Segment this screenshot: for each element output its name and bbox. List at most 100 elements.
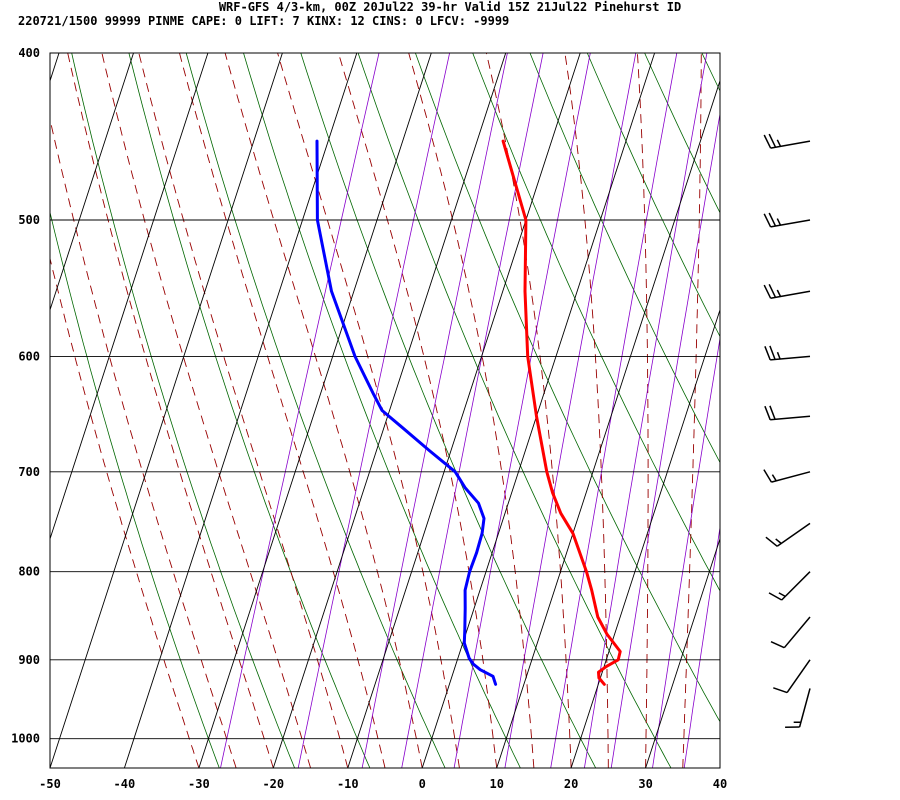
wind-barb-flag [768,283,777,298]
temperature-tick-label: -30 [188,777,210,791]
pressure-tick-label: 500 [18,213,40,227]
dry-adiabat [128,53,371,768]
moist-adiabat [408,53,535,768]
isotherm [570,309,721,769]
moist-adiabat [50,117,237,768]
wind-barb-flag [770,641,785,649]
chart-title: WRF-GFS 4/3-km, 00Z 20Jul22 39-hr Valid … [219,0,681,14]
wind-barb-staff [781,571,811,601]
moist-adiabat [636,53,649,768]
wind-barb [768,571,811,601]
pressure-tick-label: 900 [18,653,40,667]
pressure-tick-label: 400 [18,46,40,60]
pressure-tick-label: 600 [18,349,40,363]
mixing-ratio-line [220,53,380,768]
moist-adiabat [337,53,498,768]
wind-barb-staff [770,355,811,361]
dry-adiabat [185,53,446,768]
plot-frame [49,52,721,769]
isotherm [198,52,432,769]
isotherm [645,538,721,769]
mixing-ratio-line [610,111,720,768]
wind-barb-flag [763,469,773,483]
wind-barb-staff [776,522,811,547]
wind-barb [773,659,811,694]
wind-barb [770,616,811,649]
wind-barb [785,688,811,728]
dry-adiabat [71,53,295,768]
moist-adiabat [682,53,702,768]
moist-adiabat [224,53,423,768]
wind-barb-flag [768,212,777,227]
isotherm [496,80,721,769]
mixing-ratio-line [721,53,828,768]
wind-barb [763,133,811,149]
wind-barb-staff [770,290,811,299]
mixing-ratio-line [297,53,450,768]
moist-adiabat [485,53,572,768]
isotherm [49,52,60,81]
dry-adiabat [357,53,672,768]
mixing-ratio-line [401,53,544,768]
moist-adiabat [138,53,349,768]
wind-barb-staff [783,616,811,649]
temperature-tick-label: -40 [114,777,136,791]
dry-adiabat [874,53,900,768]
mixing-ratio-line [584,53,708,768]
wind-barb-staff [786,659,811,694]
wind-barb-staff [770,219,811,228]
isotherm [49,52,283,769]
moist-adiabat [67,53,274,768]
wind-barb-staff [771,471,811,483]
wind-barb-flag [764,405,771,421]
wind-barb-flag [764,346,771,361]
wind-barb-flag [763,284,772,299]
wind-barb [764,405,811,421]
wind-barb-half-flag [778,592,786,598]
mixing-ratio-line [361,53,508,768]
isotherm [272,52,507,769]
dry-adiabat [50,210,220,768]
wind-barb-staff [770,415,811,421]
moist-adiabat [277,53,460,768]
mixing-ratio-line [652,335,720,768]
wind-barb-staff [798,688,811,728]
dry-adiabat [759,53,900,768]
dry-adiabat [529,53,720,464]
mixing-ratio-line [683,524,720,768]
wind-barb-flag [769,345,776,360]
moist-adiabat [564,53,609,768]
dry-adiabat [415,53,720,723]
wind-barb-flag [765,536,778,547]
wind-barb-flag [768,133,777,148]
dry-adiabat [817,53,900,768]
pressure-tick-label: 700 [18,465,40,479]
dry-adiabat [586,53,720,338]
wind-barb-flag [773,687,788,694]
isotherm [123,52,358,769]
moist-adiabat [719,759,720,768]
wind-barb-flag [763,213,772,228]
wind-barb-half-flag [771,474,777,482]
dry-adiabat [472,53,720,592]
thermo-background-lines [50,53,900,768]
pressure-tick-labels: 400 500 600 700 800 900 1000 [11,46,40,746]
wind-barb-flag [768,592,783,601]
isotherm [49,52,134,311]
wind-barb-half-flag [775,538,782,545]
temperature-profile-line [501,139,622,686]
temperature-tick-label: 30 [638,777,652,791]
wind-barb [763,212,811,228]
isotherm [421,52,656,769]
wind-barb-flag [763,134,772,149]
dewpoint-profile-line [315,139,498,686]
wind-barb-half-flag [776,218,782,226]
dry-adiabat [300,53,597,768]
wind-barb-half-flag [776,351,781,360]
wind-barb [765,522,811,547]
dry-adiabat [701,53,720,92]
moist-adiabat [179,53,386,768]
mixing-ratio-line [453,53,591,768]
wind-barb-flag [769,405,776,420]
isotherm [49,52,209,540]
